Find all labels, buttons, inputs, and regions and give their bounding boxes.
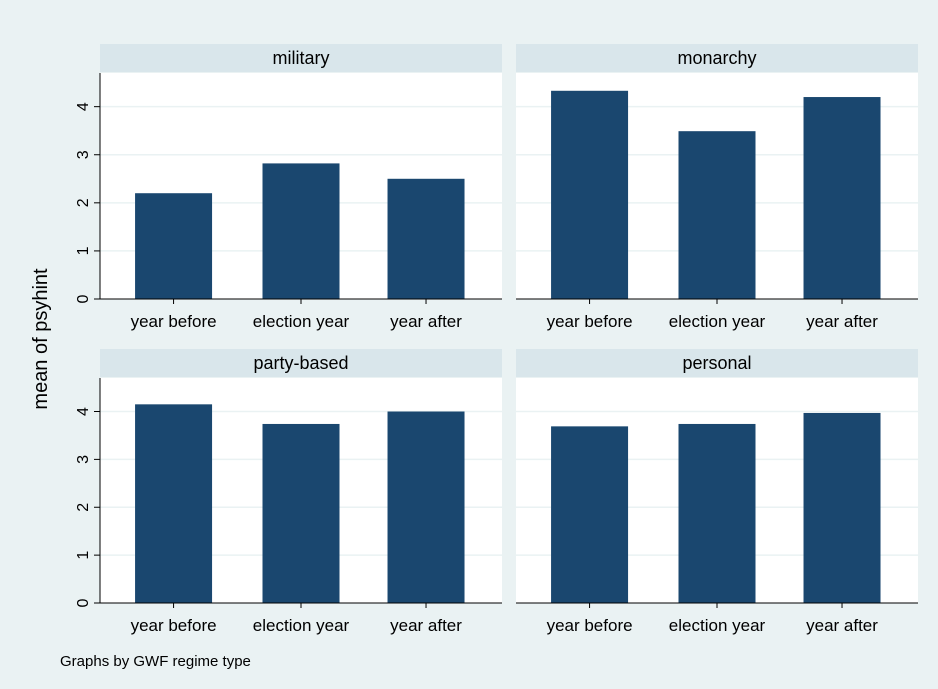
panel-title: party-based [253,353,348,373]
x-tick-label: year before [547,312,633,331]
bar-year-before [135,404,213,603]
bar-election-year [262,423,340,603]
y-tick-label: 0 [75,294,92,303]
x-tick-label: election year [669,312,766,331]
graphs-by-note: Graphs by GWF regime type [60,653,251,670]
x-tick-label: year after [806,616,878,635]
x-tick-label: election year [253,616,350,635]
panel-title: personal [682,353,751,373]
bar-year-after [803,412,881,603]
panel-title-strip [100,44,502,72]
bar-year-before [551,90,629,299]
bar-year-after [803,97,881,299]
panel-title: military [273,48,330,68]
x-tick-label: election year [669,616,766,635]
x-tick-label: year before [547,616,633,635]
panel-title: monarchy [677,48,756,68]
y-tick-label: 1 [75,551,92,560]
bar-year-before [135,193,213,299]
y-tick-label: 1 [75,246,92,255]
bar-year-after [387,178,465,299]
y-tick-label: 2 [75,198,92,207]
x-tick-label: election year [253,312,350,331]
y-tick-label: 3 [75,455,92,464]
x-tick-label: year after [806,312,878,331]
y-tick-label: 2 [75,503,92,512]
panel-1: monarchy year before election year year aft… [516,44,918,331]
bar-year-after [387,411,465,603]
panel-title-strip [100,349,502,377]
x-tick-label: year before [131,312,217,331]
y-tick-label: 4 [75,102,92,111]
bar-year-before [551,426,629,603]
y-axis-label: mean of psyhint [30,268,52,410]
x-tick-label: year before [131,616,217,635]
panel-3: personal year before election year year aft… [516,349,918,635]
x-tick-label: year after [390,616,462,635]
panel-title-strip [516,44,918,72]
panel-2: party-based year before election year year … [75,349,502,635]
y-tick-label: 3 [75,150,92,159]
panel-title-strip [516,349,918,377]
x-tick-label: year after [390,312,462,331]
bar-election-year [678,423,756,603]
bar-election-year [678,131,756,299]
panel-0: military year before election year year aft… [75,44,502,331]
panels-group: military year before election year year aft… [75,44,918,635]
y-tick-label: 4 [75,407,92,416]
bar-election-year [262,163,340,299]
y-tick-label: 0 [75,598,92,607]
